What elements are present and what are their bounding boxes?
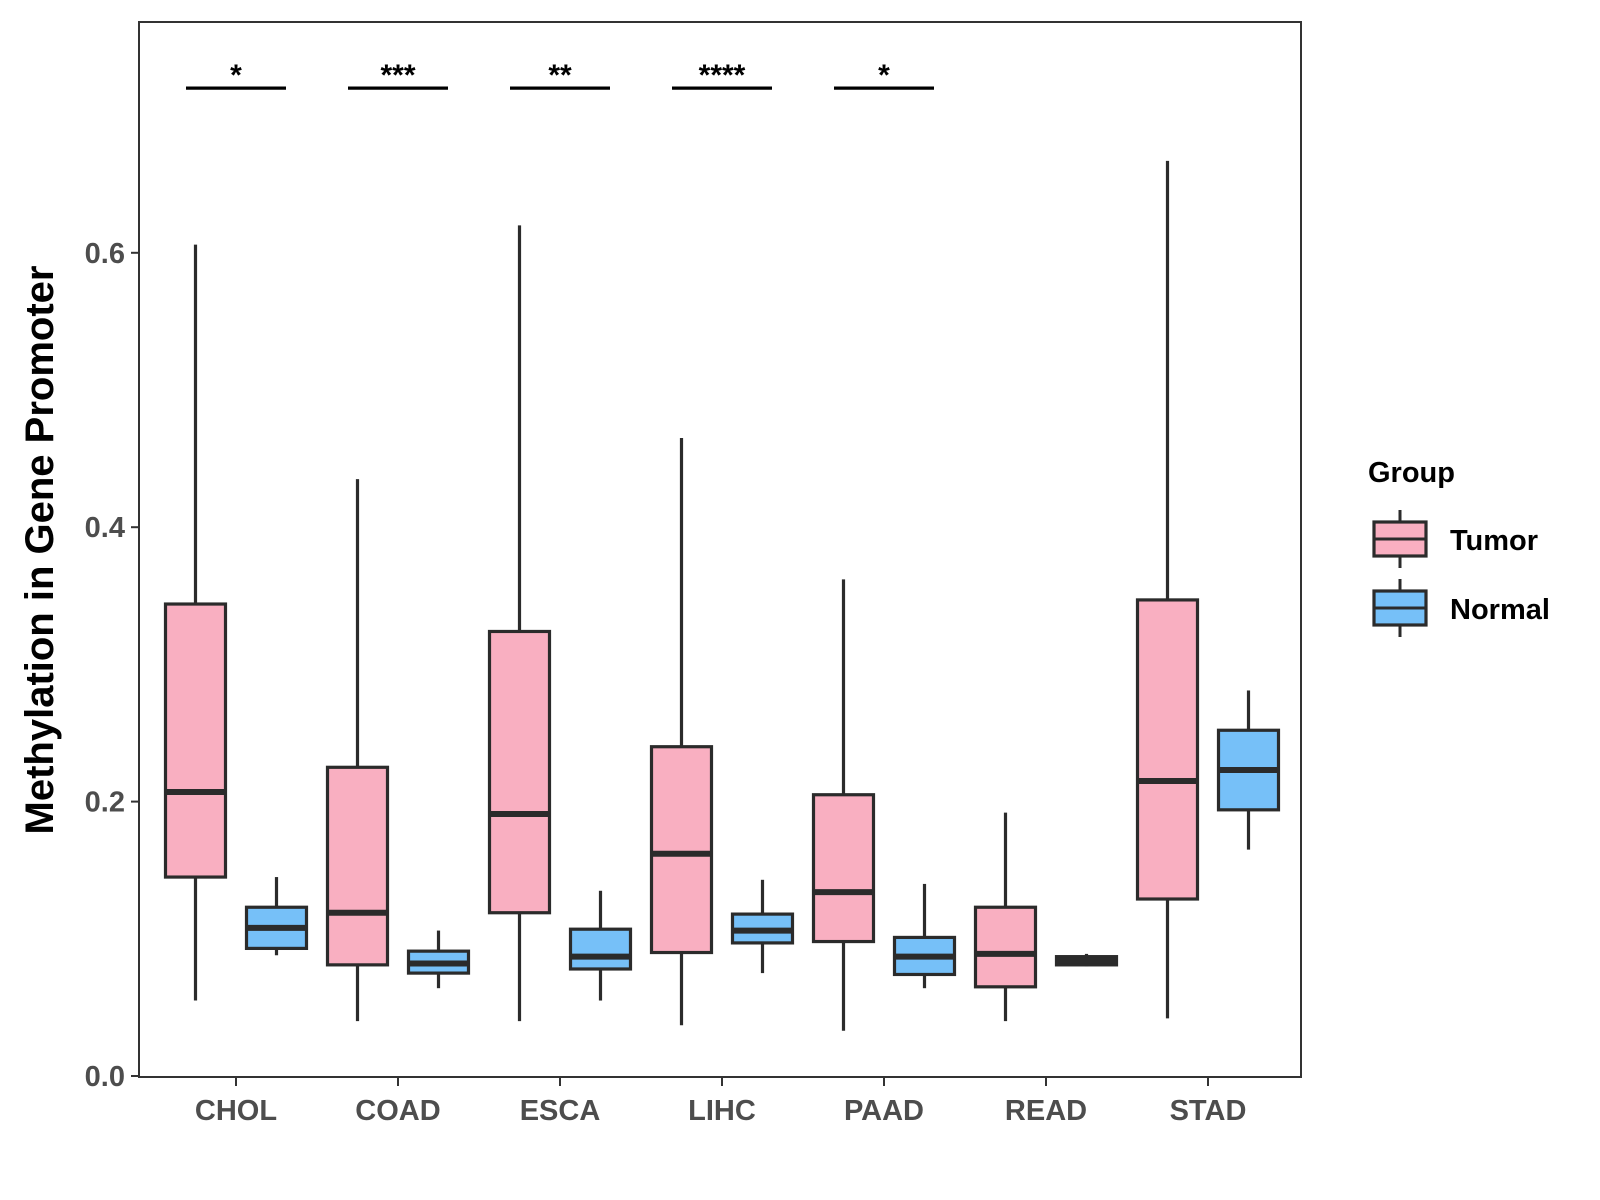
y-axis: 0.0 0.2 0.4 0.6 — [85, 238, 139, 1093]
y-axis-title: Methylation in Gene Promoter — [18, 266, 62, 835]
box-normal-chol — [244, 877, 309, 956]
legend-title: Group — [1368, 457, 1455, 489]
iqr-box — [1135, 598, 1200, 901]
box-tumor-stad — [1135, 160, 1200, 1019]
x-tick-label: COAD — [355, 1095, 440, 1127]
significance-label: * — [230, 59, 242, 92]
box-tumor-esca — [487, 225, 552, 1022]
plot-marks: * *** ** **** * — [163, 59, 1281, 1031]
x-axis: CHOL COAD ESCA LIHC PAAD READ STAD — [195, 1077, 1246, 1127]
box-normal-stad — [1216, 690, 1281, 850]
box-tumor-chol — [163, 244, 228, 1001]
x-tick-label: STAD — [1170, 1095, 1247, 1127]
significance-label: ** — [548, 59, 572, 92]
legend-item-normal: Normal — [1372, 579, 1550, 637]
panel-border — [138, 21, 1302, 1078]
legend-label: Normal — [1450, 594, 1550, 626]
box-tumor-read — [973, 812, 1038, 1022]
y-tick-label: 0.6 — [85, 238, 125, 270]
x-tick-label: LIHC — [688, 1095, 756, 1127]
significance-label: * — [878, 59, 890, 92]
box-normal-paad — [892, 883, 957, 989]
y-tick-label: 0.2 — [85, 787, 125, 819]
legend-label: Tumor — [1450, 525, 1538, 557]
x-tick-label: CHOL — [195, 1095, 277, 1127]
box-normal-coad — [406, 930, 471, 989]
significance-lihc: **** — [672, 59, 772, 92]
legend-item-tumor: Tumor — [1372, 510, 1538, 568]
box-tumor-coad — [325, 479, 390, 1022]
box-tumor-paad — [811, 579, 876, 1031]
legend: Group Tumor Normal — [1368, 457, 1550, 637]
x-tick-label: PAAD — [844, 1095, 924, 1127]
significance-label: **** — [699, 59, 746, 92]
iqr-box — [811, 793, 876, 944]
iqr-box — [163, 602, 228, 879]
significance-paad: * — [834, 59, 934, 92]
y-tick-label: 0.4 — [85, 512, 125, 544]
iqr-box — [973, 905, 1038, 989]
iqr-box — [325, 765, 390, 967]
significance-label: *** — [380, 59, 415, 92]
box-tumor-lihc — [649, 438, 714, 1026]
x-tick-label: ESCA — [520, 1095, 601, 1127]
iqr-box — [568, 927, 633, 971]
y-tick-label: 0.0 — [85, 1061, 125, 1093]
significance-chol: * — [186, 59, 286, 92]
box-normal-esca — [568, 890, 633, 1001]
significance-coad: *** — [348, 59, 448, 92]
significance-esca: ** — [510, 59, 610, 92]
iqr-box — [487, 629, 552, 915]
box-normal-read — [1054, 953, 1119, 967]
iqr-box — [649, 745, 714, 955]
x-tick-label: READ — [1005, 1095, 1087, 1127]
box-normal-lihc — [730, 879, 795, 974]
